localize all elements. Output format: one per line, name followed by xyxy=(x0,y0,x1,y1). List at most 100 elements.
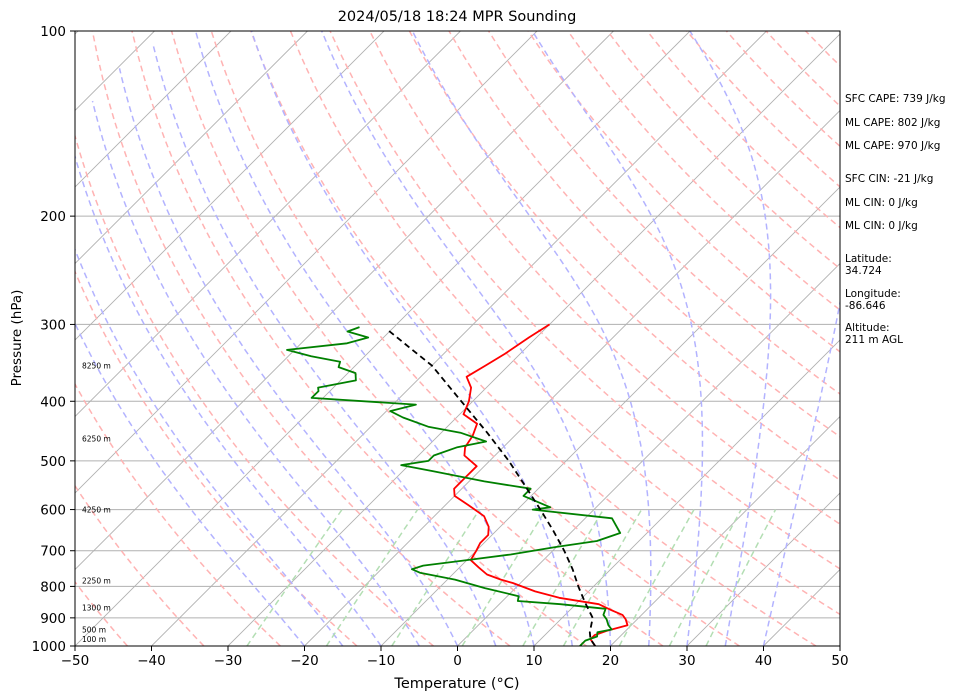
height-label: 500 m xyxy=(82,625,106,634)
isotherm-line xyxy=(75,31,461,418)
moist-adiabat-line xyxy=(689,31,772,646)
longitude-value: -86.646 xyxy=(845,300,886,312)
height-label: 6250 m xyxy=(82,435,111,444)
isotherm-line xyxy=(380,186,840,646)
mixing-ratio-line xyxy=(618,509,695,646)
dry-adiabat-line xyxy=(250,31,817,646)
x-tick-label: 50 xyxy=(831,653,848,669)
moist-adiabat-line xyxy=(250,31,574,646)
isotherm-line xyxy=(151,31,767,646)
x-tick-label: −10 xyxy=(367,653,396,669)
y-axis-title: Pressure (hPa) xyxy=(9,290,25,387)
x-tick-label: −50 xyxy=(61,653,90,669)
moist-adiabat-line xyxy=(531,31,704,646)
moist-adiabat-line xyxy=(75,247,344,646)
y-tick-label: 400 xyxy=(40,394,66,410)
isotherm-line xyxy=(75,31,232,188)
y-tick-label: 800 xyxy=(40,579,66,595)
isotherm-line xyxy=(610,415,840,646)
data-series xyxy=(286,323,629,646)
y-tick-label: 1000 xyxy=(32,639,66,655)
x-tick-label: −40 xyxy=(137,653,166,669)
ml-cape-text: ML CAPE: 802 J/kg xyxy=(845,117,940,129)
mixing-ratio-line xyxy=(522,509,604,646)
y-tick-label: 500 xyxy=(40,454,66,470)
moist-adiabat-line xyxy=(321,31,612,646)
y-tick-label: 200 xyxy=(40,209,66,225)
moist-adiabat-line xyxy=(75,321,306,646)
dry-adiabat-line xyxy=(369,31,840,526)
mixing-ratio-line xyxy=(668,509,742,646)
moist-adiabat-line xyxy=(194,31,535,646)
altitude-label: Altitude: xyxy=(845,322,890,334)
isotherm-line xyxy=(75,31,385,341)
isotherm-line xyxy=(304,109,840,646)
height-label: 8250 m xyxy=(82,362,111,371)
x-tick-label: 20 xyxy=(602,653,619,669)
dry-adiabat-line xyxy=(170,31,664,646)
sfc-cape-text: SFC CAPE: 739 J/kg xyxy=(845,93,946,105)
latitude-label: Latitude: xyxy=(845,253,892,265)
moist-adiabat-line xyxy=(75,153,382,646)
isotherm-line xyxy=(227,33,840,646)
x-tick-label: −20 xyxy=(290,653,319,669)
longitude-label: Longitude: xyxy=(845,288,901,300)
dry-adiabat-line xyxy=(75,382,281,646)
height-label: 100 m xyxy=(82,635,106,644)
dry-adiabat-line xyxy=(567,31,840,311)
y-tick-label: 100 xyxy=(40,24,66,40)
dry-adiabat-line xyxy=(75,133,434,646)
dry-adiabat-line xyxy=(210,31,740,646)
isotherm-line xyxy=(75,31,538,494)
isotherm-line xyxy=(75,31,308,265)
moist-adiabat-line xyxy=(762,298,840,646)
dewpoint-profile xyxy=(286,326,622,646)
y-tick-label: 700 xyxy=(40,544,66,560)
mixing-ratio-line xyxy=(391,509,481,646)
isotherm-line xyxy=(686,492,840,646)
y-tick-label: 600 xyxy=(40,503,66,519)
sounding-info-panel: SFC CAPE: 739 J/kg ML CAPE: 802 J/kg ML … xyxy=(845,93,946,346)
y-axis-ticks: 100 200 300 400 500 600 700 800 900 1000 xyxy=(32,24,75,655)
plot-area xyxy=(75,31,840,646)
temperature-profile xyxy=(453,323,629,646)
chart-title: 2024/05/18 18:24 MPR Sounding xyxy=(338,9,577,25)
x-tick-label: 30 xyxy=(678,653,695,669)
x-tick-label: 10 xyxy=(525,653,542,669)
isotherm-line xyxy=(533,339,840,646)
dry-adiabat-line xyxy=(75,269,358,646)
altitude-value: 211 m AGL xyxy=(845,334,903,346)
x-tick-label: 0 xyxy=(453,653,462,669)
isotherm-line xyxy=(0,31,2,646)
x-tick-label: −30 xyxy=(214,653,243,669)
mixing-ratio-line xyxy=(461,509,547,646)
x-axis-title: Temperature (°C) xyxy=(393,676,519,692)
mixing-ratio-line xyxy=(325,509,419,646)
mixing-ratio-line xyxy=(705,509,777,646)
height-label: 1300 m xyxy=(82,603,111,612)
mixing-ratio-line xyxy=(562,509,643,646)
sfc-cin-text: SFC CIN: -21 J/kg xyxy=(845,173,933,185)
isotherm-line xyxy=(75,31,614,571)
x-axis-ticks: −50 −40 −30 −20 −10 0 10 20 30 40 50 xyxy=(61,646,849,669)
ml-cin-text-2: ML CIN: 0 J/kg xyxy=(845,220,918,232)
x-tick-label: 40 xyxy=(755,653,772,669)
y-tick-label: 300 xyxy=(40,317,66,333)
latitude-value: 34.724 xyxy=(845,265,882,277)
background-lines xyxy=(0,31,840,646)
dry-adiabat-line xyxy=(448,31,840,438)
dry-adiabat-line xyxy=(329,31,840,570)
moist-adiabat-line xyxy=(152,43,497,646)
dry-adiabat-line xyxy=(527,31,840,353)
moist-adiabat-line xyxy=(411,31,652,646)
ml-cin-text: ML CIN: 0 J/kg xyxy=(845,197,918,209)
y-tick-label: 900 xyxy=(40,611,66,627)
mixing-ratio-line xyxy=(246,509,343,646)
dry-adiabat-line xyxy=(487,31,840,395)
dry-adiabat-line xyxy=(289,31,840,616)
height-label: 4250 m xyxy=(82,506,111,515)
moist-adiabat-line xyxy=(91,100,420,646)
height-label: 2250 m xyxy=(82,576,111,585)
